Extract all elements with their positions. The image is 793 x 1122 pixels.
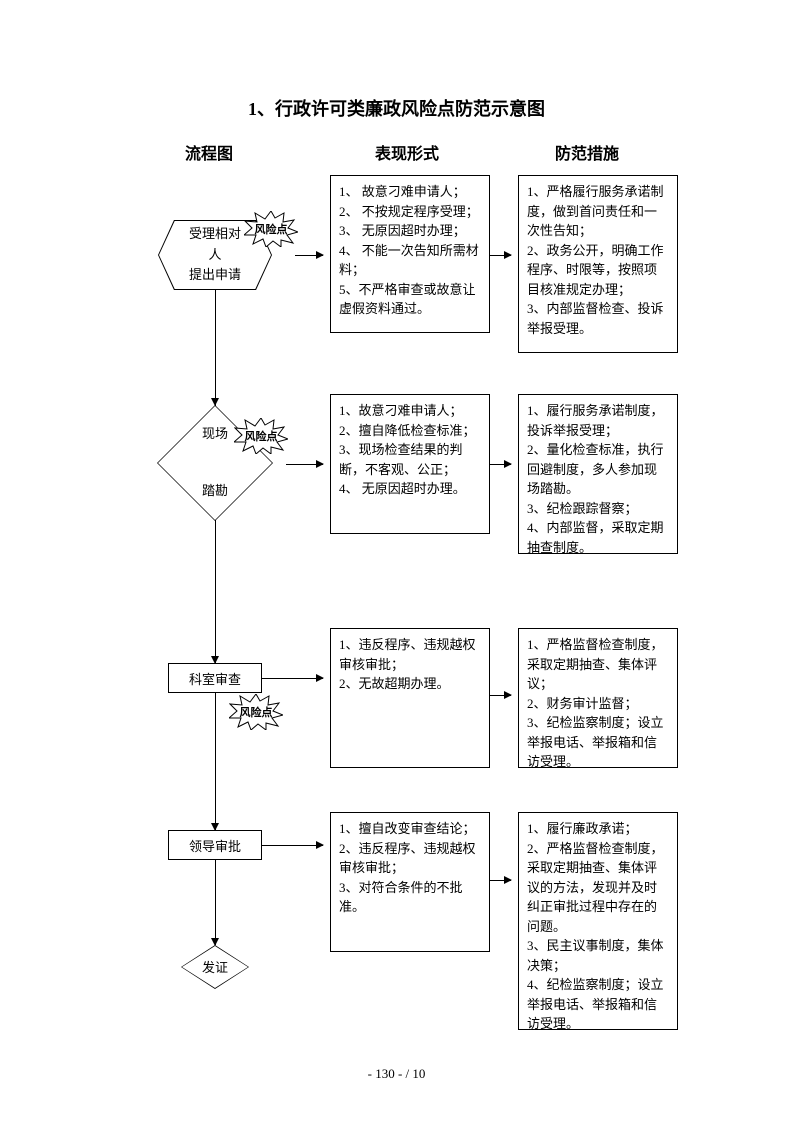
arrow-n3-f3 — [262, 678, 323, 679]
arrow-down-2 — [215, 521, 216, 663]
arrow-f4-p4 — [490, 880, 511, 881]
risk-label-2: 风险点 — [245, 428, 278, 444]
form-box-1: 1、 故意刁难申请人； 2、 不按规定程序受理； 3、 无原因超时办理； 4、 … — [330, 175, 490, 333]
prevent-box-4: 1、履行廉政承诺； 2、严格监督检查制度，采取定期抽查、集体评议的方法，发现并及… — [518, 812, 678, 1030]
col-header-prevent: 防范措施 — [555, 140, 619, 164]
arrow-down-4 — [215, 860, 216, 945]
form-box-4: 1、擅自改变审查结论； 2、违反程序、违规越权审核审批； 3、对符合条件的不批准… — [330, 812, 490, 952]
node-approve: 领导审批 — [168, 830, 262, 860]
col-header-form: 表现形式 — [375, 140, 439, 164]
form-box-2: 1、故意刁难申请人； 2、擅自降低检查标准； 3、现场检查结果的判断，不客观、公… — [330, 394, 490, 534]
prevent-box-1: 1、严格履行服务承诺制度，做到首问责任和一次性告知； 2、政务公开，明确工作程序… — [518, 175, 678, 353]
arrow-f3-p3 — [490, 695, 511, 696]
arrow-down-1 — [215, 290, 216, 405]
risk-badge-1: 风险点 — [244, 211, 298, 247]
page-title: 1、行政许可类廉政风险点防范示意图 — [0, 95, 793, 121]
page-number: - 130 - / 10 — [0, 1066, 793, 1082]
prevent-box-2: 1、履行服务承诺制度，投诉举报受理； 2、量化检查标准，执行回避制度，多人参加现… — [518, 394, 678, 554]
risk-label-3: 风险点 — [240, 704, 273, 720]
col-header-flow: 流程图 — [185, 140, 233, 164]
node-issue: 发证 — [182, 946, 248, 988]
risk-badge-3: 风险点 — [229, 694, 283, 730]
arrow-f1-p1 — [490, 255, 511, 256]
node-review: 科室审查 — [168, 663, 262, 693]
prevent-box-3: 1、严格监督检查制度，采取定期抽查、集体评议； 2、财务审计监督； 3、纪检监察… — [518, 628, 678, 768]
arrow-f2-p2 — [490, 464, 511, 465]
arrow-n4-f4 — [262, 845, 323, 846]
form-box-3: 1、违反程序、违规越权审核审批； 2、无故超期办理。 — [330, 628, 490, 768]
arrow-n2-f2 — [286, 464, 323, 465]
arrow-down-3 — [215, 693, 216, 830]
risk-label-1: 风险点 — [255, 221, 288, 237]
arrow-n1-f1 — [295, 255, 323, 256]
risk-badge-2: 风险点 — [234, 418, 288, 454]
